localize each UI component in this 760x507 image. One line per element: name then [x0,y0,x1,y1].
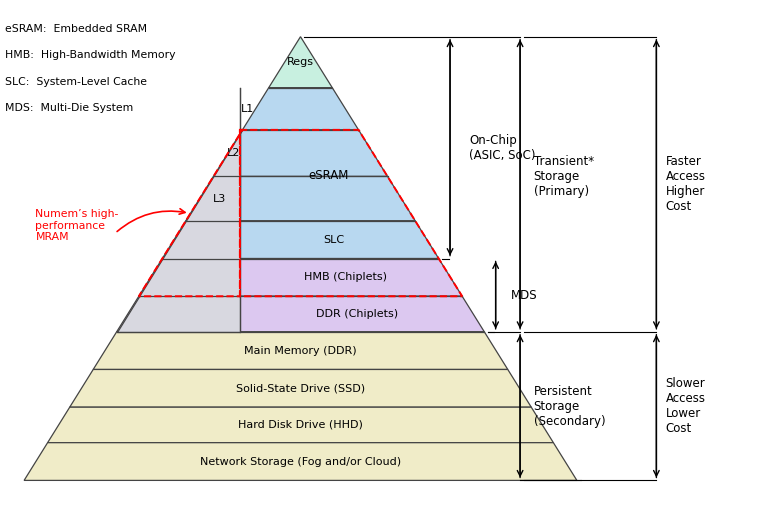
Text: SLC: SLC [323,235,344,245]
Polygon shape [117,296,484,332]
Polygon shape [185,176,415,221]
Text: DDR (Chiplets): DDR (Chiplets) [315,309,397,319]
Text: HMB:  High-Bandwidth Memory: HMB: High-Bandwidth Memory [5,50,176,60]
Polygon shape [242,88,359,130]
Text: SLC:  System-Level Cache: SLC: System-Level Cache [5,77,147,87]
Polygon shape [214,130,388,176]
Polygon shape [117,130,242,332]
Polygon shape [139,259,462,296]
Polygon shape [269,37,332,88]
Text: Slower
Access
Lower
Cost: Slower Access Lower Cost [666,377,705,435]
Text: On-Chip
(ASIC, SoC): On-Chip (ASIC, SoC) [469,134,536,162]
Text: Faster
Access
Higher
Cost: Faster Access Higher Cost [666,155,705,213]
Text: MDS:  Multi-Die System: MDS: Multi-Die System [5,103,134,113]
Text: L1: L1 [241,104,255,114]
Text: HMB (Chiplets): HMB (Chiplets) [304,272,387,282]
Text: eSRAM:  Embedded SRAM: eSRAM: Embedded SRAM [5,24,147,34]
Text: Regs: Regs [287,57,314,67]
Text: Solid-State Drive (SSD): Solid-State Drive (SSD) [236,383,365,393]
Text: Main Memory (DDR): Main Memory (DDR) [244,346,356,355]
Polygon shape [48,407,553,443]
Text: Transient*
Storage
(Primary): Transient* Storage (Primary) [534,155,594,198]
Polygon shape [70,370,531,407]
Text: MDS: MDS [511,288,537,302]
Polygon shape [93,332,508,370]
Text: L2: L2 [227,148,241,158]
Polygon shape [24,443,577,481]
Text: eSRAM: eSRAM [309,169,349,182]
Text: Hard Disk Drive (HHD): Hard Disk Drive (HHD) [238,420,363,430]
Text: Network Storage (Fog and/or Cloud): Network Storage (Fog and/or Cloud) [200,456,401,466]
Polygon shape [163,221,439,259]
Text: Numem’s high-
performance
MRAM: Numem’s high- performance MRAM [36,209,119,242]
Text: Persistent
Storage
(Secondary): Persistent Storage (Secondary) [534,385,606,427]
Text: L3: L3 [213,194,226,204]
